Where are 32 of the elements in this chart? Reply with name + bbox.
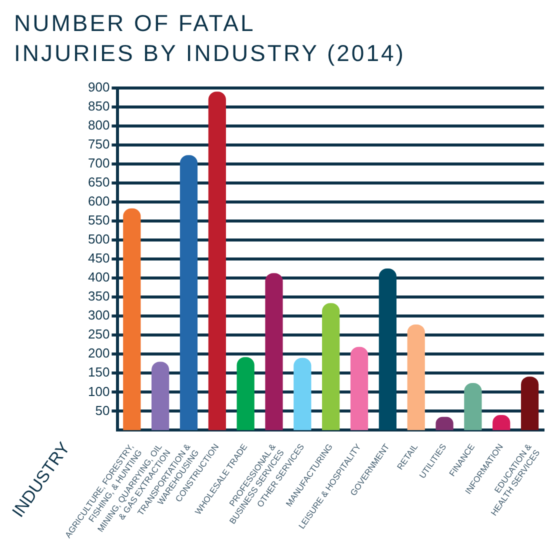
bar — [350, 346, 368, 430]
y-tick-label: 750 — [88, 136, 110, 152]
y-tick-label: 500 — [88, 232, 110, 247]
bar — [265, 273, 283, 430]
y-tick-label: 300 — [88, 308, 110, 323]
y-tick-label: 700 — [88, 155, 110, 170]
bar — [294, 358, 312, 430]
y-tick-label: 350 — [88, 288, 110, 304]
bar — [520, 376, 539, 430]
y-tick-label: 800 — [88, 117, 110, 132]
y-tick-label: 650 — [88, 174, 110, 190]
y-tick-label: 600 — [88, 194, 110, 209]
y-tick-label: 250 — [88, 326, 110, 342]
y-tick-label: 50 — [95, 402, 110, 418]
bar — [407, 324, 425, 430]
bar — [208, 92, 226, 430]
bar — [152, 362, 170, 430]
bar — [123, 208, 141, 430]
y-tick-label: 150 — [88, 364, 110, 380]
chart-title: NUMBER OF FATAL INJURIES BY INDUSTRY (2014) — [14, 9, 406, 68]
y-tick-label: 450 — [88, 250, 110, 266]
y-tick-label: 900 — [88, 79, 110, 94]
bar — [464, 383, 482, 430]
bar — [322, 303, 340, 430]
bar — [180, 155, 198, 430]
y-tick-label: 100 — [88, 384, 110, 399]
y-tick-label: 200 — [88, 346, 110, 361]
y-tick-label: 400 — [88, 270, 110, 285]
bar — [236, 357, 254, 430]
y-tick-label: 550 — [88, 212, 110, 228]
y-tick-label: 850 — [88, 98, 110, 114]
bar — [378, 268, 396, 430]
